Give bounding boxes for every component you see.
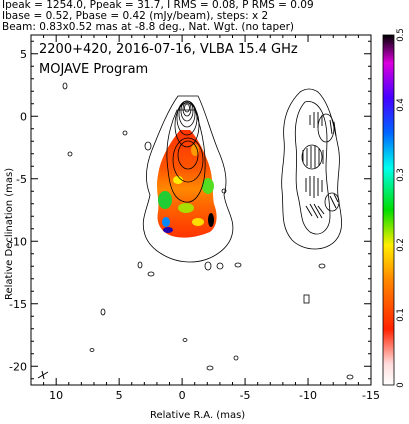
pol-patch — [202, 178, 214, 194]
intensity-panel — [37, 82, 242, 380]
noise-contour — [67, 151, 73, 157]
core-contour — [180, 100, 194, 122]
y-axis-label: Relative Declination (mas) — [4, 168, 15, 300]
noise-contour — [144, 141, 152, 151]
noise-contour — [206, 365, 214, 371]
pol-fraction-map — [157, 130, 217, 238]
colorbar-tick-label: 0 — [396, 382, 406, 387]
x-tick-label: -5 — [240, 389, 251, 402]
pol-patch — [191, 144, 199, 156]
noise-contour — [182, 338, 188, 342]
pol-inner-contour — [294, 101, 331, 235]
noise-contour — [346, 374, 354, 380]
core-contour — [172, 137, 204, 183]
pol-patch — [158, 191, 172, 209]
y-tick-label: -10 — [9, 235, 27, 248]
colorbar-tick-label: 0.5 — [396, 28, 406, 42]
pol-knot-contour — [324, 192, 340, 212]
evpa-sticks — [302, 112, 339, 219]
pol-patch — [192, 218, 204, 226]
outer-contour — [142, 95, 234, 263]
x-tick-label: 10 — [49, 389, 63, 402]
noise-contour — [147, 271, 155, 277]
header-line-1: Ipeak = 1254.0, Ppeak = 31.7, I RMS = 0.… — [2, 0, 314, 11]
polarization-panel — [281, 88, 354, 380]
core-contour — [182, 101, 192, 117]
noise-contour — [89, 348, 95, 352]
pol-patch — [162, 217, 170, 227]
core-contour — [184, 103, 190, 113]
colorbar-tick-label: 0.3 — [396, 168, 406, 182]
pol-patch — [178, 203, 194, 213]
noise-contour — [303, 294, 310, 304]
beam-marker — [37, 370, 49, 380]
x-tick-label: -10 — [299, 389, 317, 402]
y-tick-label: 5 — [20, 48, 27, 61]
x-axis-label: Relative R.A. (mas) — [150, 410, 245, 421]
axis-ticks: 10 5 0 -5 -10 -15 5 0 -5 -10 -15 -20 — [9, 35, 380, 402]
noise-contour — [221, 188, 227, 194]
core-contour — [174, 102, 200, 148]
colorbar-ticks: 0 0.1 0.2 0.3 0.4 0.5 — [396, 28, 406, 387]
y-tick-label: 0 — [20, 110, 27, 123]
colorbar-tick-label: 0.2 — [396, 238, 406, 252]
header-line-3: Beam: 0.83x0.52 mas at -8.8 deg., Nat. W… — [2, 21, 294, 33]
plot-title: 2200+420, 2016-07-16, VLBA 15.4 GHz — [39, 42, 298, 57]
pol-patch — [163, 227, 173, 233]
noise-contour — [137, 261, 143, 269]
x-tick-label: 0 — [179, 389, 186, 402]
noise-contour — [204, 261, 212, 271]
pol-patch — [173, 176, 183, 184]
noise-contour — [216, 262, 224, 270]
pol-outer-contour — [281, 88, 342, 250]
pol-patch — [208, 213, 214, 227]
core-contour — [177, 140, 199, 170]
noise-contour — [100, 308, 106, 316]
noise-contour — [122, 130, 128, 136]
colorbar — [382, 34, 395, 386]
colorbar-tick-label: 0.4 — [396, 98, 406, 112]
x-tick-label: 5 — [116, 389, 123, 402]
y-tick-label: -5 — [16, 173, 27, 186]
colorbar-tick-label: 0.1 — [396, 308, 406, 322]
pol-knot-contour — [301, 144, 323, 170]
noise-contour — [318, 263, 326, 269]
x-tick-label: -15 — [362, 389, 380, 402]
noise-contour — [62, 82, 68, 90]
y-tick-label: -20 — [9, 360, 27, 373]
y-tick-label: -15 — [9, 298, 27, 311]
jet-contour — [166, 109, 206, 203]
plot-subtitle: MOJAVE Program — [39, 62, 148, 77]
noise-contour — [233, 355, 239, 361]
pol-knot-contour — [317, 113, 335, 143]
header-line-2: Ibase = 0.52, Pbase = 0.42 (mJy/beam), s… — [2, 10, 268, 22]
noise-contour — [234, 262, 242, 268]
